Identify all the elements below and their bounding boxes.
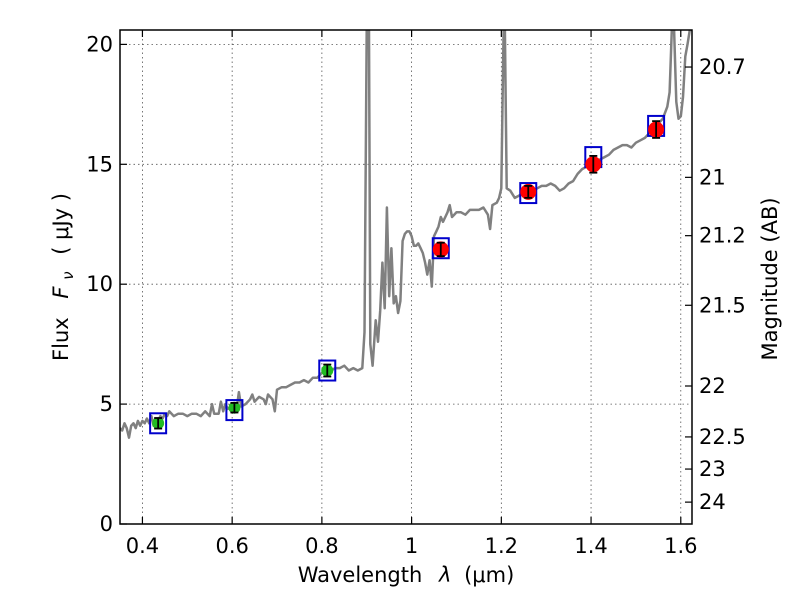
y-tick-label: 0	[100, 512, 113, 536]
x-axis-title-lambda: λ	[438, 563, 451, 587]
magnitude-tick-label: 21.5	[699, 293, 746, 317]
plot-background	[120, 30, 692, 524]
x-tick-label: 0.8	[305, 534, 338, 558]
model-band-square	[519, 182, 538, 205]
x-tick-label: 0.4	[126, 534, 159, 558]
y2-axis-title: Magnitude (AB)	[758, 197, 782, 360]
y-tick-label: 10	[86, 272, 113, 296]
model-band-square	[225, 399, 244, 422]
y-tick-label: 5	[100, 392, 113, 416]
y-axis-title: Flux F ν ( μJy )	[49, 193, 78, 361]
x-tick-label: 0.6	[215, 534, 248, 558]
y-axis-title-subscript: ν	[59, 271, 77, 279]
magnitude-tick-label: 20.7	[699, 55, 746, 79]
magnitude-tick-label: 21.2	[699, 224, 746, 248]
y-axis-title-symbol: F	[49, 286, 73, 299]
x-axis-title: Wavelength λ (μm)	[298, 563, 515, 587]
x-axis-title-main: Wavelength	[298, 563, 423, 587]
model-band-square	[318, 359, 337, 382]
y-axis-title-main: Flux	[49, 317, 73, 361]
model-band-square	[149, 412, 168, 435]
plot-frame	[119, 29, 693, 525]
magnitude-tick-label: 23	[699, 457, 726, 481]
x-tick-label: 1.2	[485, 534, 518, 558]
x-tick-label: 1	[405, 534, 418, 558]
magnitude-tick-label: 22	[699, 374, 726, 398]
magnitude-tick-label: 22.5	[699, 425, 746, 449]
photometry-points	[149, 114, 666, 435]
y-tick-label: 20	[86, 32, 113, 56]
y-tick-label: 15	[86, 152, 113, 176]
model-band-square	[431, 237, 450, 260]
magnitude-tick-label: 24	[699, 490, 726, 514]
y-axis-title-unit: ( μJy )	[49, 193, 73, 255]
magnitude-tick-label: 21	[699, 165, 726, 189]
x-tick-label: 1.6	[664, 534, 697, 558]
axis-ticks: 0.4 0.6 0.8 1 1.2 1.4 1.6 0 5 10 15 20 20.7 21 21.2 21.…	[86, 30, 746, 558]
x-axis-title-unit: (μm)	[464, 563, 514, 587]
x-tick-label: 1.4	[574, 534, 607, 558]
